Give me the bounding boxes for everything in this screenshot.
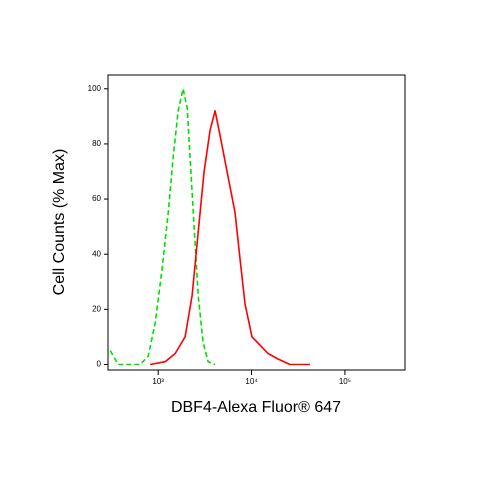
x-tick-label: 10³ xyxy=(152,377,164,386)
x-axis-title: DBF4-Alexa Fluor® 647 xyxy=(171,399,341,416)
y-tick-label: 60 xyxy=(92,194,101,203)
series-line xyxy=(150,110,310,366)
x-tick-label: 10⁵ xyxy=(339,377,351,386)
y-tick-label: 100 xyxy=(88,84,102,93)
x-tick-label: 10⁴ xyxy=(245,377,258,386)
y-tick-label: 40 xyxy=(92,249,101,258)
series-line xyxy=(109,88,216,366)
y-tick-label: 80 xyxy=(92,139,101,148)
y-tick-label: 20 xyxy=(92,304,101,313)
plot-frame xyxy=(107,74,406,371)
y-tick-label: 0 xyxy=(97,360,102,369)
y-axis-title: Cell Counts (% Max) xyxy=(51,149,68,296)
